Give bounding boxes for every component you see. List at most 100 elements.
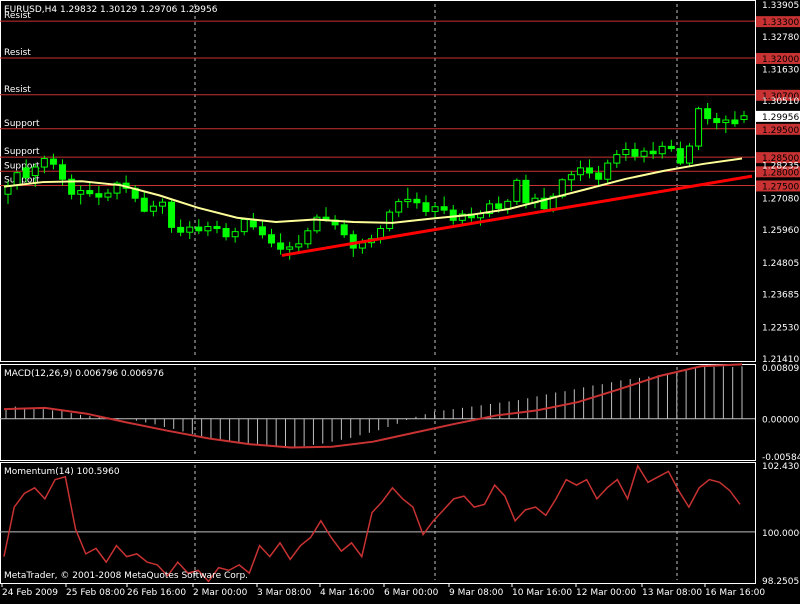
time-axis: 24 Feb 2009 25 Feb 08:00 26 Feb 16:00 2 Mar…	[1, 584, 765, 598]
level-tag-bg	[756, 180, 800, 192]
candle-bull	[186, 226, 194, 233]
candle-bear	[649, 150, 657, 155]
copyright-text: MetaTrader, © 2001-2008 MetaQuotes Softw…	[4, 571, 248, 581]
candle-bear	[68, 178, 76, 195]
macd-tick: 0.00000	[762, 416, 799, 426]
candle-bear	[731, 119, 739, 125]
candle-bear	[449, 209, 457, 221]
price-tick: 1.31630	[762, 65, 799, 75]
momentum-tick: 100.0000	[762, 529, 800, 539]
candle-bull	[158, 201, 166, 207]
price-tick: 1.28235	[762, 162, 799, 172]
candle-bear	[495, 203, 503, 209]
momentum-panel-frame	[0, 462, 756, 584]
time-tick: 24 Feb 2009	[2, 588, 58, 598]
horizontal-levels[interactable]: Resist 1.33300 Resist 1.32000 Resist 1.30700 S…	[0, 11, 800, 192]
time-tick: 26 Feb 16:00	[127, 588, 186, 598]
candle-bull	[685, 145, 693, 164]
candle-bear	[340, 224, 348, 236]
candle-bull	[486, 203, 494, 215]
moving-average-line	[3, 157, 743, 224]
candle-bull	[458, 213, 466, 221]
level-tag: 1.28000	[762, 168, 799, 178]
level-tag: 1.27500	[762, 182, 799, 192]
level-label: Resist	[4, 11, 31, 21]
candle-bull	[613, 154, 621, 164]
level-tag: 1.30700	[762, 92, 799, 102]
candle-bear	[86, 190, 94, 195]
candle-bear	[59, 164, 67, 180]
candle-bear	[222, 228, 230, 238]
candle-bear	[676, 148, 684, 164]
candle-bear	[422, 202, 430, 213]
level-tag: 1.33300	[762, 18, 799, 28]
candle-bull	[40, 158, 48, 168]
candle-bull	[149, 205, 157, 212]
candle-bear	[413, 198, 421, 204]
level-label: Support	[4, 147, 40, 157]
price-tick: 1.27080	[762, 194, 799, 204]
price-tick: 1.21410	[762, 355, 799, 365]
candle-bear	[95, 193, 103, 198]
time-tick: 13 Mar 08:00	[642, 588, 702, 598]
candle-bull	[13, 172, 21, 186]
trendline[interactable]	[281, 174, 753, 257]
price-tick: 1.23685	[762, 291, 799, 301]
candle-bull	[576, 167, 584, 176]
candle-bull	[395, 201, 403, 213]
candle-bear	[140, 197, 148, 212]
level-tag: 1.29500	[762, 126, 799, 136]
price-tick: 1.24805	[762, 259, 799, 269]
level-label: Support	[4, 161, 40, 171]
momentum-line	[3, 464, 741, 583]
candle-bear	[22, 167, 30, 179]
level-label: Resist	[4, 48, 31, 58]
candle-bear	[268, 234, 276, 244]
price-tick: 1.25960	[762, 226, 799, 236]
level-tag: 1.28500	[762, 154, 799, 164]
candle-bull	[286, 246, 294, 250]
level-tag-bg	[756, 123, 800, 135]
momentum-tick: 98.2505	[762, 577, 799, 587]
candle-bull	[567, 174, 575, 181]
candle-bull	[304, 230, 312, 245]
candle-bull	[431, 206, 439, 213]
level-tag-bg	[756, 89, 800, 101]
level-label: Support	[4, 175, 40, 185]
candle-bull	[558, 179, 566, 197]
candle-bear	[667, 145, 675, 150]
level-tag-bg	[756, 152, 800, 164]
main-header: EURUSD,H4 1.29832 1.30129 1.29706 1.2995…	[4, 5, 218, 15]
macd-tick: 0.008091	[762, 364, 800, 374]
price-tick: 1.22530	[762, 323, 799, 333]
candle-bull	[113, 182, 121, 194]
candle-bull	[622, 148, 630, 156]
candle-bull	[31, 166, 39, 177]
candle-bull	[295, 243, 303, 248]
candle-bull	[77, 190, 85, 195]
time-tick: 16 Mar 16:00	[705, 588, 765, 598]
level-tag-bg	[756, 16, 800, 28]
macd-header: MACD(12,26,9) 0.006796 0.006976	[4, 369, 164, 379]
candle-bull	[313, 216, 321, 232]
candle-bull	[513, 179, 521, 202]
candle-bear	[522, 179, 530, 204]
candle-bear	[277, 242, 285, 250]
candle-bull	[640, 150, 648, 157]
time-tick: 6 Mar 00:00	[384, 588, 439, 598]
candle-bear	[195, 226, 203, 232]
price-tick: 1.30510	[762, 97, 799, 107]
time-tick: 9 Mar 08:00	[449, 588, 504, 598]
candle-bear	[595, 172, 603, 180]
time-separators	[194, 4, 678, 580]
candle-bull	[240, 218, 248, 233]
level-label: Resist	[4, 85, 31, 95]
time-tick: 10 Mar 16:00	[512, 588, 572, 598]
macd-panel-frame	[0, 364, 756, 461]
time-tick: 3 Mar 08:00	[257, 588, 312, 598]
level-label: Support	[4, 119, 40, 129]
candle-bull	[658, 145, 666, 155]
momentum-header: Momentum(14) 100.5960	[4, 467, 120, 477]
